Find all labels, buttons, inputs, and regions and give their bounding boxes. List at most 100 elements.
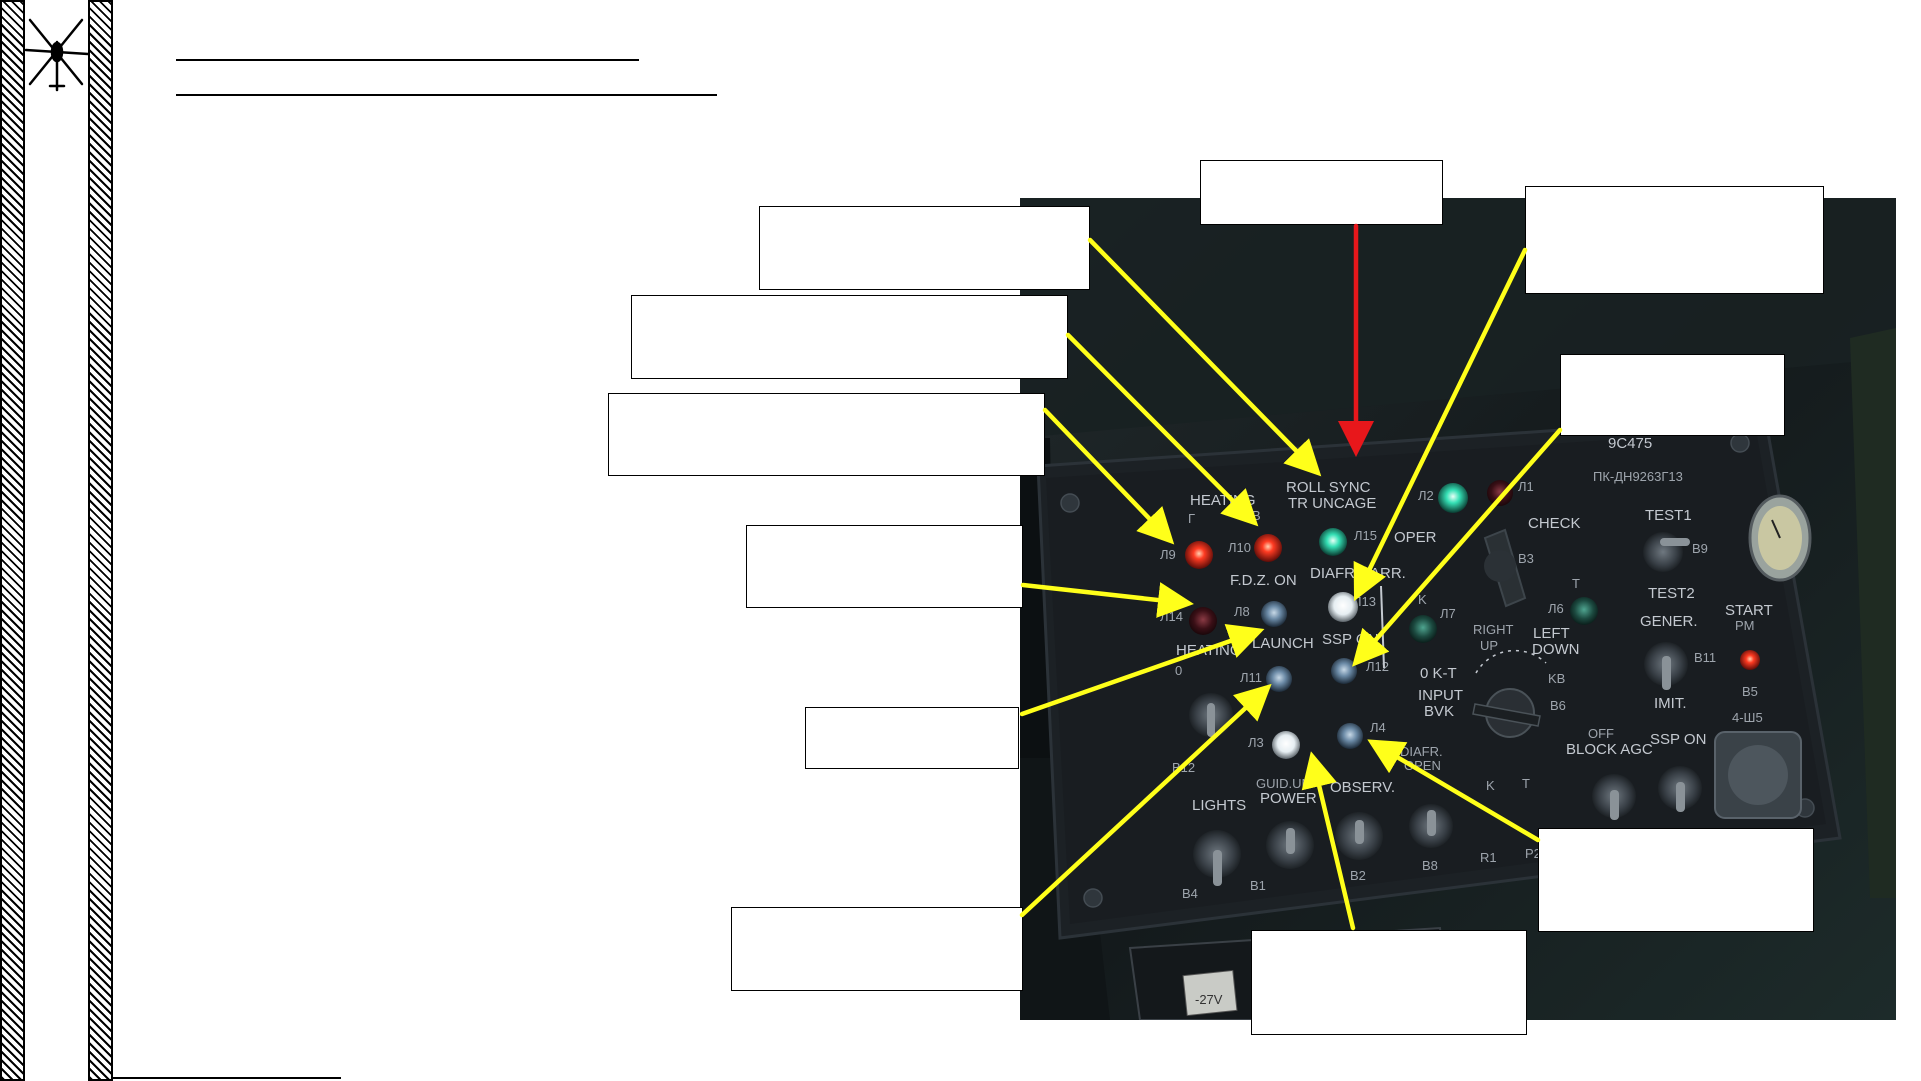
kb-label: KB (1548, 671, 1565, 686)
connector-label: 4-Ш5 (1732, 710, 1763, 725)
launch-label: LAUNCH (1252, 635, 1314, 652)
pm-label: PM (1735, 618, 1755, 633)
callout-tr-uncage-lamp (759, 206, 1090, 290)
diafr-narr-label: DIAFR.NARR. (1310, 565, 1406, 582)
designator-l12: Л12 (1366, 659, 1389, 674)
designator-b9: B9 (1692, 541, 1708, 556)
t-label: T (1572, 576, 1580, 591)
down-label: DOWN (1532, 641, 1580, 658)
tr-uncage-label: TR UNCAGE (1288, 495, 1376, 512)
lamp-l1-dark (1487, 480, 1513, 506)
gener-label: GENER. (1640, 613, 1698, 630)
designator-l10: Л10 (1228, 540, 1251, 555)
connector-4sh5 (1714, 731, 1802, 819)
roll-sync-label: ROLL SYNC (1286, 479, 1371, 496)
left-label: LEFT (1533, 625, 1570, 642)
zero-label: 0 (1175, 663, 1182, 678)
ssp-on-2-label: SSP ON (1650, 731, 1706, 748)
designator-b8: B8 (1422, 858, 1438, 873)
callout-launch-lamp (805, 707, 1019, 769)
imit-label: IMIT. (1654, 695, 1687, 712)
lights-label: LIGHTS (1192, 797, 1246, 814)
designator-l14: Л14 (1160, 609, 1183, 624)
lamp-l11-blue (1266, 666, 1292, 692)
designator-b11: B11 (1694, 650, 1716, 665)
lamp-l3-white (1272, 731, 1300, 759)
designator-r2: P2 (1525, 846, 1541, 861)
designator-r1: R1 (1480, 850, 1497, 865)
designator-b2: B2 (1350, 868, 1366, 883)
diafr-open-label: DIAFR. (1400, 744, 1443, 759)
title-underline (176, 59, 639, 61)
t2-label: T (1522, 776, 1530, 791)
toggle-b2[interactable] (1335, 812, 1383, 860)
right-hatched-border (88, 0, 113, 1081)
callout-diafr-open-lamp (1538, 828, 1814, 932)
fdz-on-label: F.D.Z. ON (1230, 572, 1297, 589)
designator-l1: Л1 (1518, 479, 1534, 494)
left-hatched-border (0, 0, 25, 1081)
helicopter-logo-icon (24, 18, 90, 92)
block-agc-label: BLOCK AGC (1566, 741, 1653, 758)
callout-roll-sync-lamp (1200, 160, 1443, 225)
designator-l9: Л9 (1160, 547, 1176, 562)
toggle-b1[interactable] (1266, 821, 1314, 869)
panel-model: 9С475 (1608, 435, 1652, 452)
callout-heating-g-lamp (608, 393, 1045, 476)
designator-l4: Л4 (1370, 720, 1386, 735)
ssp-on-label: SSP ON (1322, 631, 1378, 648)
callout-diafr-narr-lamp (1525, 186, 1824, 294)
input-label: INPUT (1418, 687, 1463, 704)
callout-guid-power-lamp (731, 907, 1023, 991)
designator-b3: B3 (1518, 551, 1534, 566)
lamp-l7-dimgreen (1409, 615, 1437, 643)
lamp-l4-blue (1337, 723, 1363, 749)
lamp-l10-red (1254, 534, 1282, 562)
toggle-b8[interactable] (1409, 804, 1453, 848)
lamp-l13-white (1328, 592, 1358, 622)
voltage-label: -27V (1195, 992, 1223, 1007)
lamp-start-pm (1740, 650, 1760, 670)
off-label: OFF (1588, 726, 1614, 741)
toggle-ssp-on[interactable] (1658, 766, 1702, 812)
test1-label: TEST1 (1645, 507, 1692, 524)
oper-label: OPER (1394, 529, 1437, 546)
toggle-b11[interactable] (1644, 642, 1688, 690)
start-label: START (1725, 602, 1773, 619)
callout-heating-lamp (746, 525, 1023, 608)
guid-unit-label: GUID.UN (1256, 776, 1311, 791)
subtitle-underline (176, 94, 717, 96)
test2-label: TEST2 (1648, 585, 1695, 602)
heating-mid-label: HEATING (1176, 642, 1242, 659)
lamp-l2-green (1438, 483, 1468, 513)
right-label: RIGHT (1473, 622, 1514, 637)
designator-l7: Л7 (1440, 606, 1456, 621)
designator-b1: B1 (1250, 878, 1266, 893)
k2-label: K (1486, 778, 1495, 793)
designator-l3: Л3 (1248, 735, 1264, 750)
designator-l6: Л6 (1548, 601, 1564, 616)
check-label: CHECK (1528, 515, 1581, 532)
heating-b-label: B (1252, 508, 1261, 523)
toggle-test[interactable] (1643, 532, 1690, 572)
heating-label: HEATING (1190, 492, 1256, 509)
panel-serial: ПК-ДН9263Г13 (1593, 469, 1683, 484)
callout-heating-b-lamp (631, 295, 1068, 379)
rotary-knob-b6[interactable] (1472, 649, 1547, 738)
lamp-l9-red (1185, 541, 1213, 569)
observ-label: OBSERV. (1330, 779, 1395, 796)
designator-b6: B6 (1550, 698, 1566, 713)
designator-b4: B4 (1182, 886, 1198, 901)
heating-g-label: Г (1188, 511, 1195, 526)
designator-l2: Л2 (1418, 488, 1434, 503)
toggle-b12[interactable] (1189, 693, 1233, 737)
designator-l11: Л11 (1240, 670, 1262, 685)
lamp-l6-dimgreen (1570, 597, 1598, 625)
designator-b5: B5 (1742, 684, 1758, 699)
kt-label: 0 K-T (1420, 665, 1457, 682)
designator-l15: Л15 (1354, 528, 1377, 543)
lamp-l12-blue (1331, 658, 1357, 684)
lamp-l8-blue (1261, 601, 1287, 627)
toggle-block-agc[interactable] (1592, 774, 1636, 820)
designator-b12: B12 (1172, 760, 1195, 775)
